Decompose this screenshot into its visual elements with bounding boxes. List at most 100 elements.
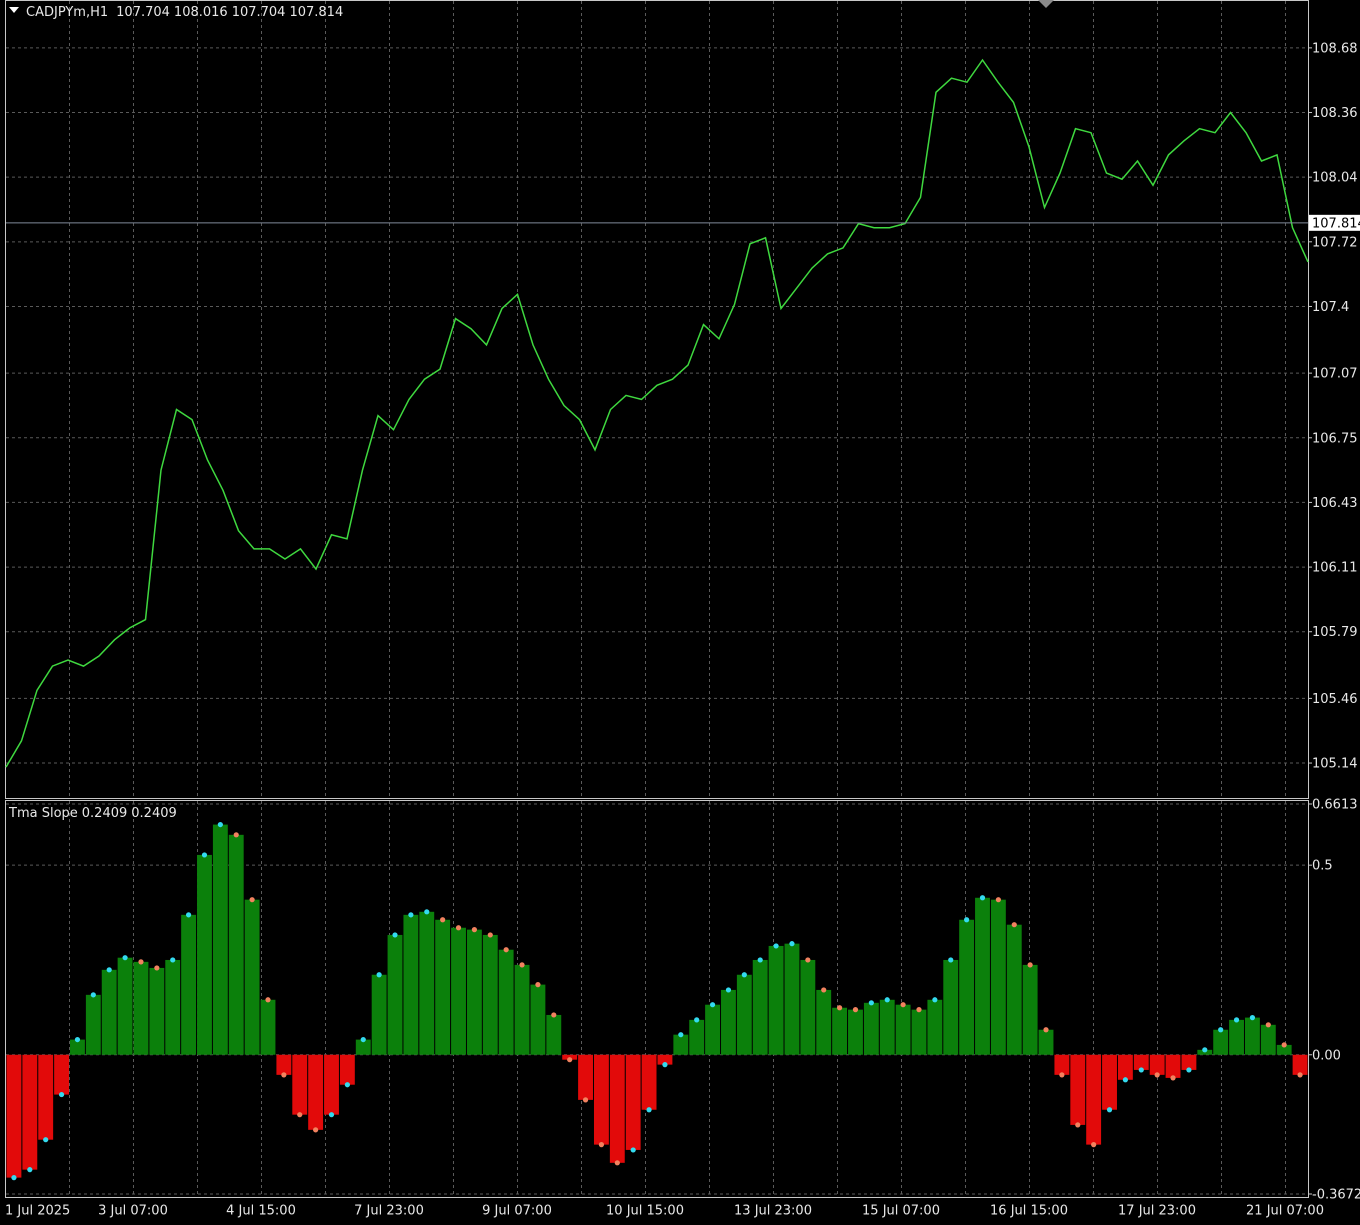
slope-dot xyxy=(805,957,811,963)
histogram-bar xyxy=(165,959,181,1055)
histogram-bar xyxy=(403,914,419,1055)
slope-dot xyxy=(932,997,938,1003)
slope-dot xyxy=(614,1160,620,1166)
slope-dot xyxy=(598,1142,605,1148)
high: 108.016 xyxy=(174,5,228,20)
slope-dot xyxy=(964,917,970,923)
slope-dot xyxy=(392,932,398,938)
histogram-bar xyxy=(308,1054,324,1130)
slope-dot xyxy=(1281,1042,1287,1048)
y-tick-label: 108.68 xyxy=(1312,41,1358,56)
histogram-bar xyxy=(546,1014,562,1055)
slope-dot xyxy=(58,1091,65,1098)
histogram-bar xyxy=(1006,924,1022,1055)
histogram-bar xyxy=(689,1019,705,1055)
y-tick-label: 0.00 xyxy=(1312,1048,1341,1063)
indicator-name: Tma Slope xyxy=(8,806,78,821)
y-tick-label: 107.07 xyxy=(1312,367,1358,382)
histogram-bar xyxy=(990,899,1006,1055)
histogram-bar xyxy=(863,1002,879,1055)
histogram-bar xyxy=(657,1054,673,1065)
slope-dot xyxy=(424,909,430,915)
slope-dot xyxy=(138,959,144,965)
histogram-bar xyxy=(1276,1044,1292,1055)
slope-dot xyxy=(678,1032,684,1038)
slope-dot xyxy=(106,967,112,973)
slope-dot xyxy=(995,897,1001,903)
slope-dot xyxy=(170,957,176,963)
histogram-bar xyxy=(832,1007,848,1055)
slope-dot xyxy=(408,912,414,918)
histogram-bar xyxy=(292,1054,308,1115)
histogram-bar xyxy=(578,1054,593,1100)
slope-dot xyxy=(1043,1027,1049,1033)
slope-dot xyxy=(630,1147,636,1153)
histogram-bar xyxy=(324,1054,339,1115)
histogram-bar xyxy=(1117,1054,1133,1080)
y-tick-label: 106.43 xyxy=(1312,496,1358,511)
y-tick-label: 0.5 xyxy=(1312,859,1333,874)
slope-dot xyxy=(1297,1072,1303,1078)
slope-dot xyxy=(90,992,96,998)
slope-dot xyxy=(455,925,462,931)
slope-dot xyxy=(741,972,747,978)
histogram-bar xyxy=(1054,1054,1070,1075)
y-tick-label: 106.75 xyxy=(1312,431,1358,446)
slope-dot xyxy=(313,1127,319,1133)
histogram-bar xyxy=(101,969,117,1055)
y-tick-label: 107.72 xyxy=(1312,235,1358,250)
slope-dot xyxy=(265,997,271,1003)
histogram-bar xyxy=(54,1054,70,1095)
histogram-bar xyxy=(6,1054,22,1178)
slope-dot xyxy=(297,1112,303,1118)
indicator-value: 0.2409 xyxy=(82,806,128,821)
slope-dot xyxy=(1249,1014,1256,1021)
histogram-bar xyxy=(466,929,482,1055)
slope-dot xyxy=(487,932,493,938)
histogram-bar xyxy=(673,1034,689,1055)
histogram-bar xyxy=(244,899,260,1055)
histogram-bar xyxy=(911,1009,927,1055)
close: 107.814 xyxy=(289,5,343,20)
histogram-bar xyxy=(1165,1054,1181,1078)
slope-dot xyxy=(185,912,192,918)
histogram-bar xyxy=(85,994,101,1055)
slope-dot xyxy=(122,955,128,961)
histogram-bar xyxy=(721,989,736,1055)
slope-dot xyxy=(582,1097,589,1103)
y-tick-label: 105.14 xyxy=(1312,757,1358,772)
histogram-bar xyxy=(197,854,212,1055)
plots: 108.68 108.36 108.04 107.72 107.4 107.07 106.7… xyxy=(5,1,1360,1219)
slope-dot xyxy=(1170,1075,1176,1081)
y-tick-label: -0.3672 xyxy=(1312,1188,1360,1203)
histogram-bar xyxy=(1038,1029,1054,1055)
histogram-bar xyxy=(212,824,228,1055)
histogram-bar xyxy=(705,1004,721,1055)
histogram-bar xyxy=(736,974,752,1055)
x-tick-label: 10 Jul 15:00 xyxy=(606,1204,684,1219)
slope-dot xyxy=(328,1112,335,1118)
slope-dot xyxy=(757,957,763,963)
slope-dot xyxy=(201,852,208,858)
price-line xyxy=(5,58,1309,768)
slope-dot xyxy=(789,941,795,947)
slope-dot xyxy=(821,987,827,993)
slope-dot xyxy=(662,1062,668,1068)
slope-dot xyxy=(884,997,890,1003)
slope-dot xyxy=(11,1175,17,1181)
slope-dot xyxy=(1091,1142,1097,1148)
slope-dot xyxy=(1202,1047,1208,1053)
histogram-bar xyxy=(816,989,832,1055)
histogram-bar xyxy=(387,934,403,1055)
x-tick-label: 4 Jul 15:00 xyxy=(226,1204,296,1219)
histogram-bar xyxy=(133,961,149,1055)
histogram-bar xyxy=(355,1039,371,1055)
slope-dot xyxy=(503,947,509,953)
histogram-bar xyxy=(419,911,435,1055)
shift-marker[interactable] xyxy=(1038,0,1054,8)
slope-dot xyxy=(979,895,986,901)
menu-triangle[interactable] xyxy=(9,7,19,13)
x-tick-label: 3 Jul 07:00 xyxy=(98,1204,168,1219)
histogram-bar xyxy=(530,984,546,1055)
